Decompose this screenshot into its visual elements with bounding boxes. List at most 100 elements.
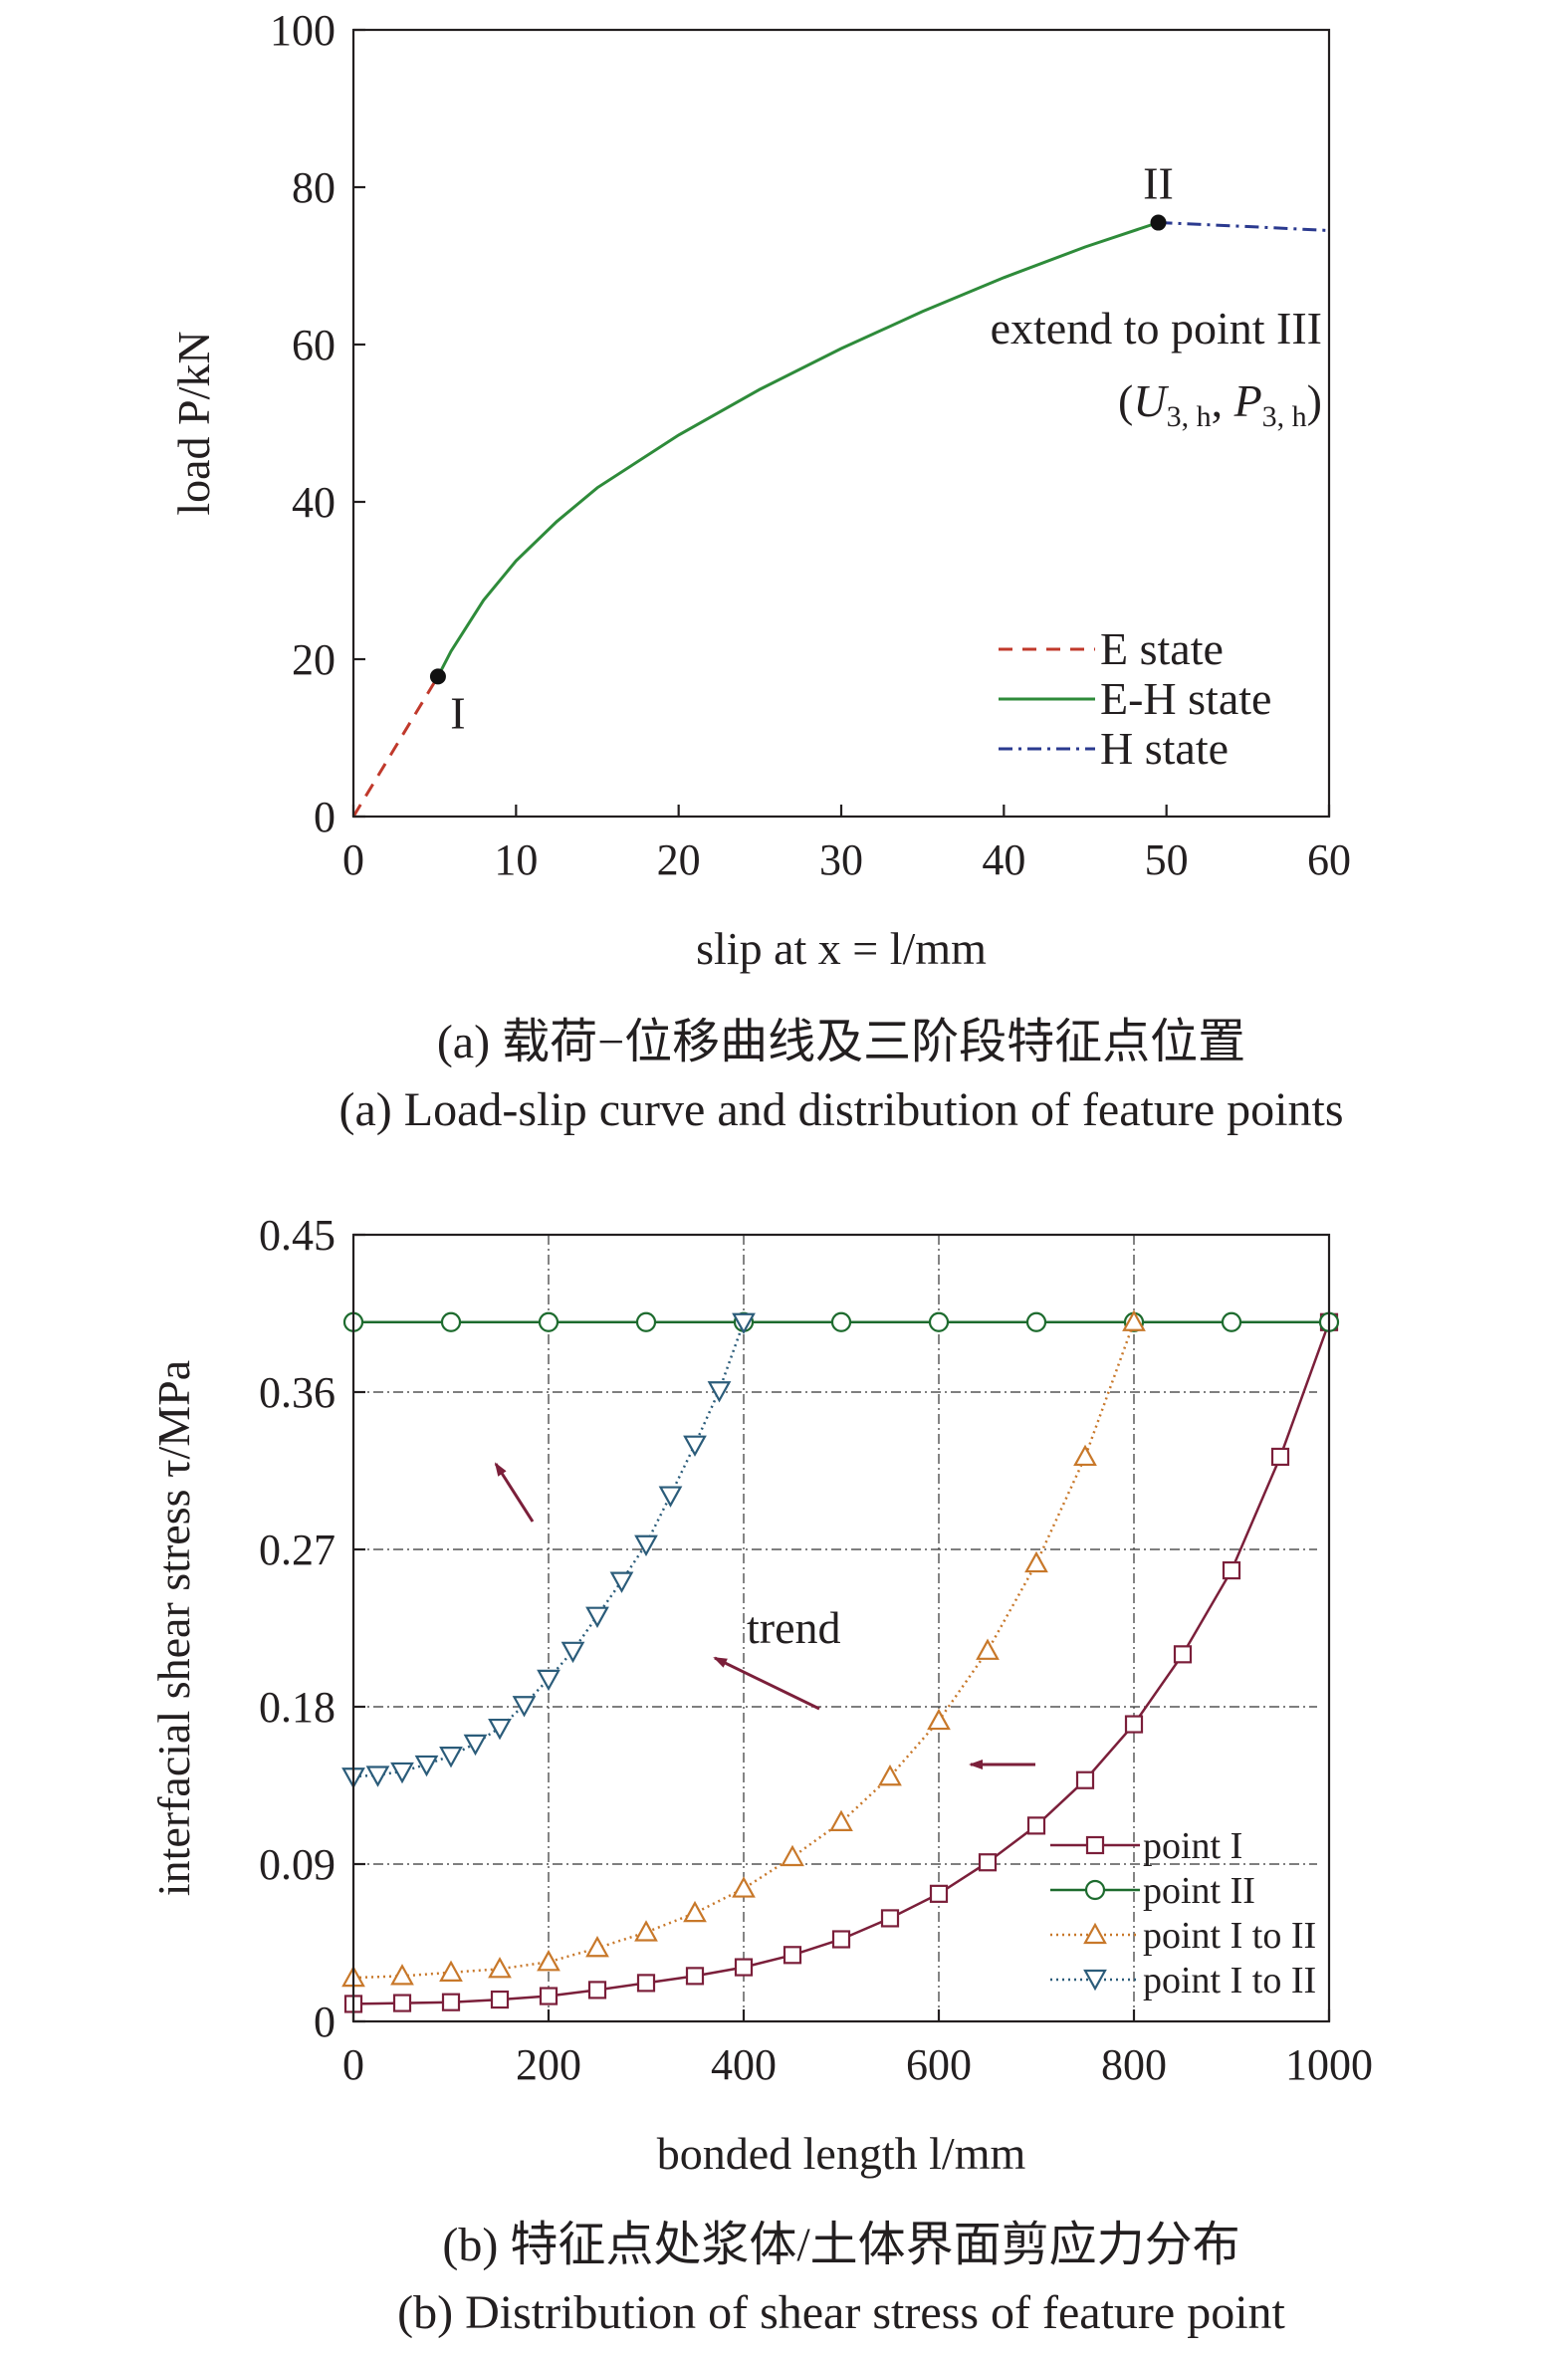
chart-b-series-1-point-6 — [928, 1311, 950, 1332]
chart-b-ytick-label-2: 0.18 — [259, 1683, 336, 1732]
chart-b-plot-frame — [351, 1233, 1331, 2023]
legend-label-h-state: H state — [1100, 723, 1229, 774]
chart-a-xlabel: slip at x = l/mm — [696, 923, 987, 974]
chart-b-series-3-point-15 — [707, 1381, 732, 1403]
chart-a-annotation-line2: (U3, h, P3, h) — [1118, 375, 1322, 433]
chart-b-legend: point I point II point I to II point I t… — [1050, 1825, 1316, 2002]
chart-b-series-2-point-7 — [683, 1900, 707, 1923]
chart-b-ticks: 0 200 400 600 800 1000 0 0.09 0.18 0.27 0.36 0.45 — [259, 1211, 1373, 2089]
chart-b-series — [341, 1309, 1340, 2013]
chart-b-series-line-3 — [352, 1321, 746, 1778]
chart-b-annotation-trend: trend — [747, 1602, 841, 1653]
chart-b-series-3-point-14 — [683, 1435, 707, 1457]
chart-b-ytick-label-4: 0.36 — [259, 1368, 336, 1417]
chart-b-series-0-point-9 — [783, 1946, 802, 1965]
chart-a-ticks: 0 10 20 30 40 50 60 0 20 40 60 80 100 — [270, 6, 1351, 884]
chart-a-ytick-label-4: 80 — [292, 163, 336, 212]
chart-b-series-2-point-15 — [1073, 1444, 1097, 1467]
chart-b-series-3-point-8 — [537, 1669, 560, 1692]
chart-b-series-0-point-19 — [1270, 1447, 1290, 1467]
chart-b-xtick-label-3: 600 — [906, 2040, 972, 2089]
chart-b-caption-en: (b) Distribution of shear stress of feat… — [397, 2286, 1285, 2339]
chart-b-xtick-label-5: 1000 — [1285, 2040, 1373, 2089]
chart-b-series-2-point-5 — [585, 1936, 609, 1958]
chart-a-xtick-label-3: 30 — [819, 835, 863, 884]
chart-b-series-3-point-13 — [658, 1486, 683, 1508]
chart-b-ytick-label-3: 0.27 — [259, 1526, 336, 1574]
chart-a-ytick-label-3: 60 — [292, 321, 336, 369]
chart-b: 0 200 400 600 800 1000 0 0.09 0.18 0.27 0.36 0.45 t… — [148, 1211, 1373, 2339]
chart-a-point-label-0: I — [450, 687, 465, 738]
chart-b-series-0-point-11 — [880, 1909, 900, 1928]
trend-arrow-2 — [713, 1656, 820, 1711]
legend-marker-point-i-to-ii-up — [1083, 1922, 1107, 1945]
chart-b-series-3-point-11 — [609, 1571, 634, 1593]
chart-b-series-2-point-2 — [439, 1960, 463, 1982]
chart-b-series-3-point-7 — [512, 1696, 537, 1718]
chart-b-series-0-point-2 — [441, 1993, 461, 2011]
chart-b-series-0 — [343, 1312, 1339, 2013]
chart-b-series-3-point-9 — [560, 1641, 585, 1664]
chart-a-feature-points: III — [429, 158, 1174, 738]
chart-b-series-0-point-7 — [685, 1967, 705, 1986]
chart-a-ytick-label-0: 0 — [314, 793, 336, 841]
chart-b-xtick-label-1: 200 — [516, 2040, 581, 2089]
legend-marker-point-ii — [1084, 1879, 1106, 1901]
chart-a-annotation-line1: extend to point III — [991, 303, 1322, 353]
chart-a-legend: E state E-H state H state — [999, 623, 1271, 774]
chart-b-series-0-point-6 — [636, 1974, 656, 1993]
chart-b-series-1-point-2 — [538, 1311, 560, 1332]
chart-b-series-3-point-3 — [414, 1755, 439, 1777]
chart-b-series-0-point-3 — [490, 1990, 510, 2009]
chart-b-grid — [353, 1235, 1317, 2021]
trend-arrow-1 — [494, 1462, 535, 1523]
legend-label-point-i-to-ii-up: point I to II — [1143, 1915, 1316, 1957]
chart-b-series-2-point-4 — [537, 1950, 560, 1972]
chart-b-series-3-point-12 — [634, 1534, 658, 1556]
chart-b-series-0-point-12 — [929, 1884, 949, 1903]
chart-b-series-0-point-16 — [1124, 1715, 1144, 1734]
chart-b-series-0-point-18 — [1222, 1560, 1241, 1580]
chart-b-series-2-point-8 — [732, 1876, 756, 1898]
chart-b-series-3-point-4 — [439, 1747, 463, 1768]
chart-a-xtick-label-0: 0 — [342, 835, 364, 884]
annot-sym-u: U — [1133, 375, 1169, 426]
chart-a-ytick-label-1: 20 — [292, 635, 336, 684]
annot-sub-u: 3, h — [1167, 400, 1212, 433]
chart-a-series — [351, 221, 1330, 818]
chart-b-ytick-label-0: 0 — [314, 1998, 336, 2046]
chart-b-series-0-point-14 — [1026, 1816, 1046, 1835]
chart-b-caption-cn: (b) 特征点处浆体/土体界面剪应力分布 — [442, 2219, 1239, 2271]
chart-a-ytick-label-2: 40 — [292, 478, 336, 527]
legend-label-point-ii: point II — [1143, 1870, 1255, 1912]
legend-label-eh-state: E-H state — [1100, 673, 1271, 724]
chart-a-series-line-0 — [351, 675, 440, 818]
chart-a-xtick-label-2: 20 — [657, 835, 701, 884]
annot-sym-p: P — [1233, 375, 1262, 426]
legend-label-point-i: point I — [1143, 1825, 1242, 1867]
chart-b-ylabel: interfacial shear stress τ/MPa — [148, 1360, 199, 1896]
legend-marker-point-i — [1085, 1835, 1105, 1855]
chart-b-series-3-point-5 — [463, 1734, 488, 1757]
chart-b-series-2-point-13 — [976, 1638, 1000, 1660]
chart-b-series-0-point-5 — [587, 1981, 607, 2000]
chart-b-ytick-label-5: 0.45 — [259, 1211, 336, 1260]
chart-b-series-0-point-10 — [831, 1930, 851, 1949]
chart-b-series-2-point-11 — [878, 1764, 902, 1786]
chart-b-series-2-point-9 — [781, 1844, 804, 1867]
chart-a-plot-frame — [351, 28, 1331, 819]
chart-b-series-0-point-4 — [539, 1987, 559, 2005]
chart-b-series-0-point-17 — [1173, 1645, 1193, 1664]
chart-a-series-line-1 — [436, 221, 1159, 678]
chart-b-series-1-point-5 — [830, 1311, 852, 1332]
chart-b-series-1-point-1 — [440, 1311, 462, 1332]
chart-b-series-0-point-13 — [978, 1853, 998, 1872]
chart-a-point-0 — [429, 668, 446, 685]
chart-a-xtick-label-6: 60 — [1307, 835, 1351, 884]
chart-a-caption-cn: (a) 载荷−位移曲线及三阶段特征点位置 — [437, 1016, 1245, 1068]
chart-b-series-1-point-9 — [1221, 1311, 1242, 1332]
chart-a-xtick-label-5: 50 — [1145, 835, 1189, 884]
chart-b-series-3-point-10 — [585, 1606, 609, 1628]
